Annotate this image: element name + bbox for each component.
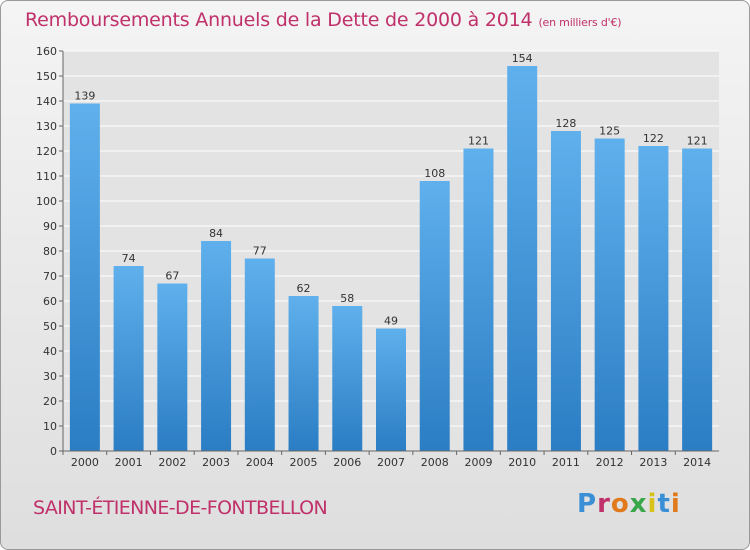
y-tick-label: 130 (36, 120, 57, 133)
y-tick-label: 120 (36, 145, 57, 158)
bar-2007 (376, 328, 406, 451)
y-tick-label: 80 (43, 245, 57, 258)
bar-2003 (201, 241, 232, 451)
bar-2012 (594, 138, 625, 451)
bar-2014 (682, 148, 713, 451)
commune-name: SAINT-ÉTIENNE-DE-FONTBELLON (33, 497, 328, 519)
value-label-2009: 121 (468, 135, 489, 148)
value-label-2006: 58 (340, 292, 354, 305)
value-label-2004: 77 (253, 245, 267, 258)
bar-2011 (550, 131, 581, 451)
y-tick-label: 40 (43, 345, 57, 358)
bar-2004 (244, 258, 275, 451)
x-tick-label: 2009 (464, 456, 492, 469)
bar-2001 (113, 266, 144, 451)
x-tick-label: 2002 (158, 456, 186, 469)
value-label-2011: 128 (555, 117, 576, 130)
x-tick-label: 2010 (508, 456, 536, 469)
y-tick-label: 90 (43, 220, 57, 233)
y-tick-label: 150 (36, 70, 57, 83)
value-label-2003: 84 (209, 227, 223, 240)
bar-2002 (157, 283, 188, 451)
x-tick-label: 2005 (290, 456, 318, 469)
x-tick-label: 2014 (683, 456, 711, 469)
value-label-2010: 154 (512, 52, 533, 65)
value-label-2014: 121 (687, 135, 708, 148)
x-tick-label: 2008 (421, 456, 449, 469)
value-label-2001: 74 (122, 252, 136, 265)
bar-2008 (419, 181, 450, 451)
value-label-2008: 108 (424, 167, 445, 180)
y-tick-label: 110 (36, 170, 57, 183)
x-tick-label: 2006 (333, 456, 361, 469)
value-label-2002: 67 (165, 270, 179, 283)
y-tick-label: 20 (43, 395, 57, 408)
value-label-2000: 139 (74, 90, 95, 103)
bar-2005 (288, 296, 319, 451)
y-tick-label: 10 (43, 420, 57, 433)
bar-2006 (332, 306, 363, 451)
x-tick-label: 2003 (202, 456, 230, 469)
bar-2009 (463, 148, 494, 451)
y-tick-label: 0 (50, 445, 57, 458)
unit-label: (en milliers d'€) (538, 16, 622, 29)
x-tick-label: 2011 (552, 456, 580, 469)
y-tick-label: 60 (43, 295, 57, 308)
x-tick-label: 2007 (377, 456, 405, 469)
y-tick-label: 140 (36, 95, 57, 108)
y-tick-label: 160 (36, 45, 57, 58)
x-tick-label: 2001 (115, 456, 143, 469)
x-tick-label: 2012 (596, 456, 624, 469)
x-tick-label: 2013 (639, 456, 667, 469)
chart-title: Remboursements Annuels de la Dette de 20… (25, 9, 622, 31)
value-label-2012: 125 (599, 125, 620, 138)
value-label-2007: 49 (384, 315, 398, 328)
x-tick-label: 2004 (246, 456, 274, 469)
bar-2010 (507, 66, 538, 451)
x-tick-label: 2000 (71, 456, 99, 469)
y-tick-label: 30 (43, 370, 57, 383)
y-tick-label: 100 (36, 195, 57, 208)
proxiti-logo: Proxiti (577, 489, 681, 519)
bar-2013 (638, 146, 669, 451)
value-label-2013: 122 (643, 132, 664, 145)
value-label-2005: 62 (297, 282, 311, 295)
y-tick-label: 50 (43, 320, 57, 333)
y-tick-label: 70 (43, 270, 57, 283)
bar-2000 (69, 103, 100, 451)
